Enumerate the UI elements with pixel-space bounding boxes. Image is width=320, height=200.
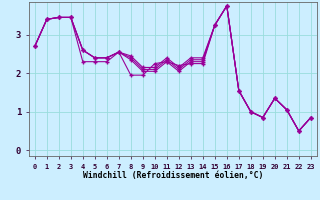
X-axis label: Windchill (Refroidissement éolien,°C): Windchill (Refroidissement éolien,°C) <box>83 171 263 180</box>
